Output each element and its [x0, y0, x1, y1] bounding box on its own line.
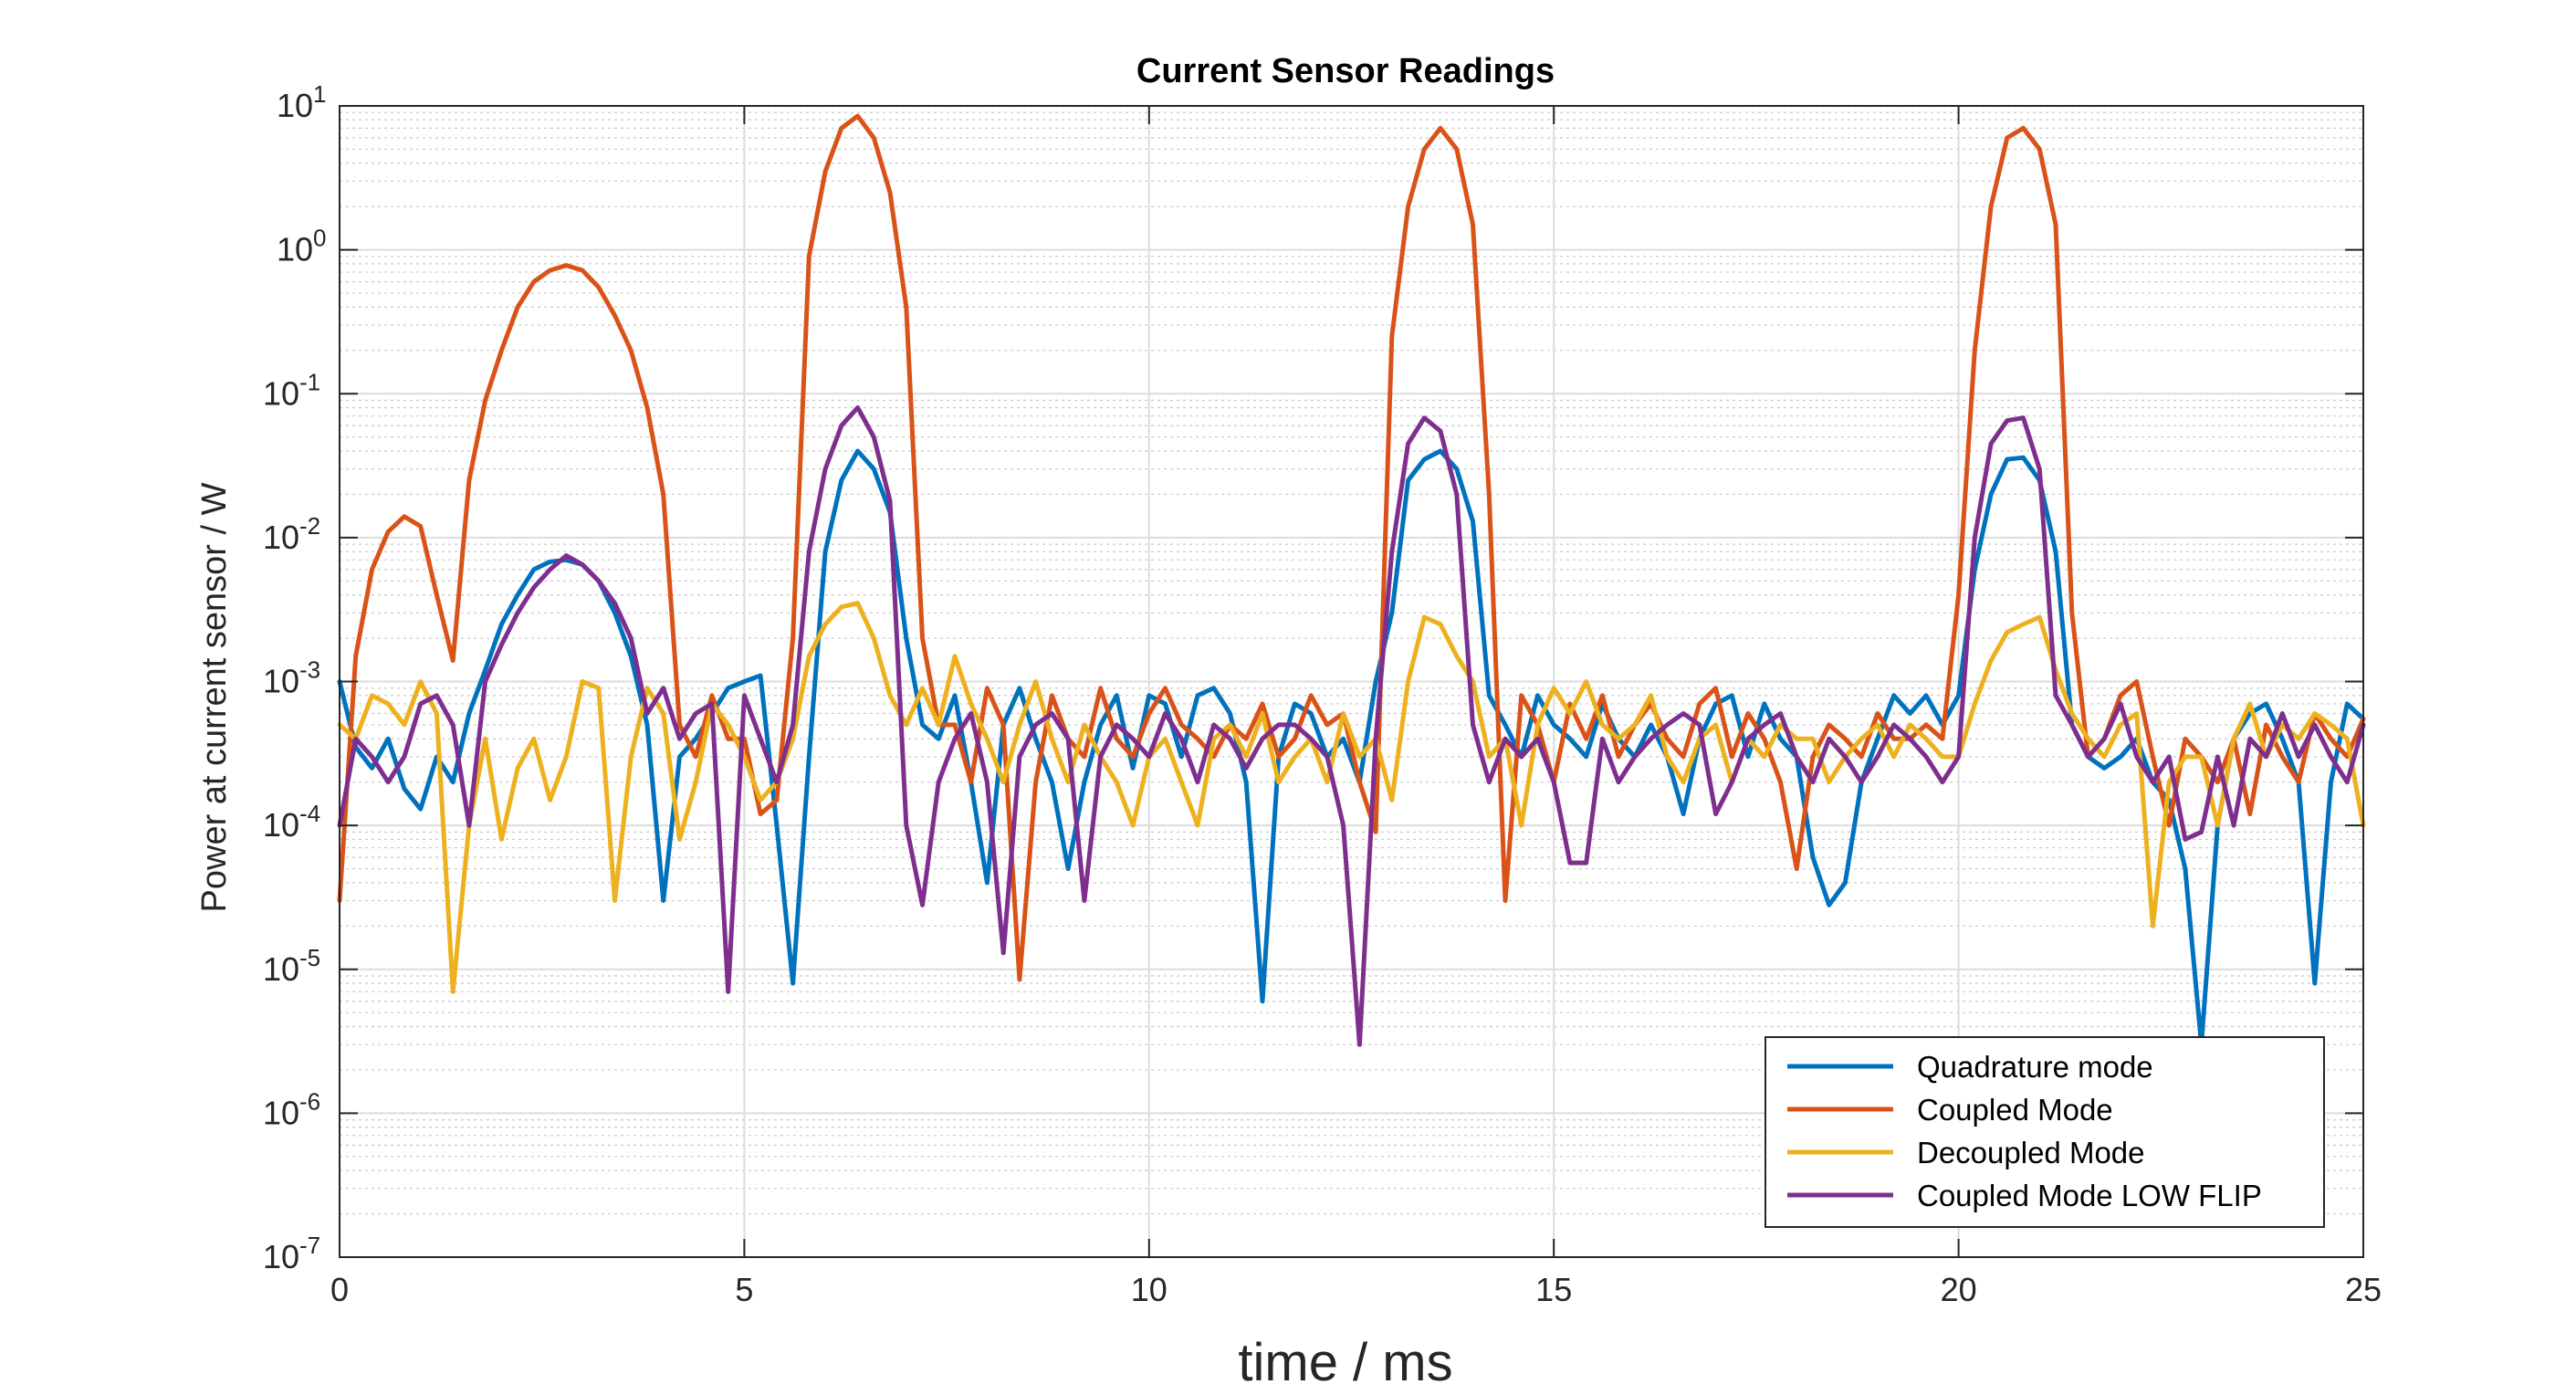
x-tick-label: 15 — [1535, 1271, 1572, 1308]
legend: Quadrature mode Coupled Mode Decoupled Mod… — [1764, 1036, 2325, 1228]
y-tick-exponent: -1 — [299, 368, 320, 395]
series-line-quadrature-mode — [337, 448, 2366, 1047]
x-tick-label: 25 — [2345, 1271, 2382, 1308]
y-tick-label: 10 -3 — [263, 656, 320, 700]
y-tick-exponent: -2 — [299, 512, 320, 540]
legend-label-coupled-mode-low-flip: Coupled Mode LOW FLIP — [1917, 1179, 2262, 1212]
x-tick-label: 0 — [330, 1271, 349, 1308]
y-tick-base: 10 — [263, 806, 299, 844]
y-tick-base: 10 — [277, 231, 313, 268]
x-tick-label: 10 — [1131, 1271, 1168, 1308]
y-tick-label: 10 -6 — [263, 1087, 320, 1131]
series-line-decoupled-mode — [337, 601, 2366, 994]
y-tick-exponent: -5 — [299, 944, 320, 971]
y-tick-label: 10 -5 — [263, 944, 320, 988]
y-tick-label: 10 -4 — [263, 800, 320, 844]
y-tick-base: 10 — [263, 374, 299, 412]
x-tick-label: 5 — [735, 1271, 753, 1308]
legend-label-coupled-mode: Coupled Mode — [1917, 1093, 2113, 1127]
y-tick-exponent: 1 — [313, 80, 326, 108]
y-tick-exponent: -6 — [299, 1087, 320, 1115]
y-tick-label: 10 -7 — [263, 1232, 320, 1275]
legend-label-quadrature-mode: Quadrature mode — [1917, 1050, 2153, 1084]
series-line-coupled-mode-low-flip — [337, 405, 2366, 1047]
y-tick-exponent: -3 — [299, 656, 320, 684]
y-tick-base: 10 — [263, 1094, 299, 1131]
series-line-coupled-mode — [337, 113, 2366, 982]
x-tick-label: 20 — [1941, 1271, 1977, 1308]
y-tick-base: 10 — [263, 950, 299, 988]
y-tick-label: 10 1 — [277, 80, 327, 124]
y-tick-label: 10 0 — [277, 225, 327, 268]
y-tick-exponent: 0 — [313, 225, 326, 252]
chart-title: Current Sensor Readings — [1136, 52, 1555, 90]
y-tick-label: 10 -2 — [263, 512, 320, 556]
y-tick-base: 10 — [263, 519, 299, 556]
y-tick-base: 10 — [263, 1238, 299, 1275]
x-axis-label: time / ms — [1238, 1333, 1452, 1392]
y-tick-base: 10 — [263, 663, 299, 700]
y-tick-exponent: -7 — [299, 1232, 320, 1259]
axis-ticks: 0 5 10 15 20 2510-710-610-510-410-310-210-110… — [263, 80, 2382, 1308]
series-group — [337, 113, 2366, 1047]
y-tick-exponent: -4 — [299, 800, 320, 827]
legend-label-decoupled-mode: Decoupled Mode — [1917, 1136, 2145, 1169]
y-tick-label: 10 -1 — [263, 368, 320, 412]
y-axis-label: Power at current sensor / W — [195, 482, 234, 912]
y-tick-base: 10 — [277, 87, 313, 124]
